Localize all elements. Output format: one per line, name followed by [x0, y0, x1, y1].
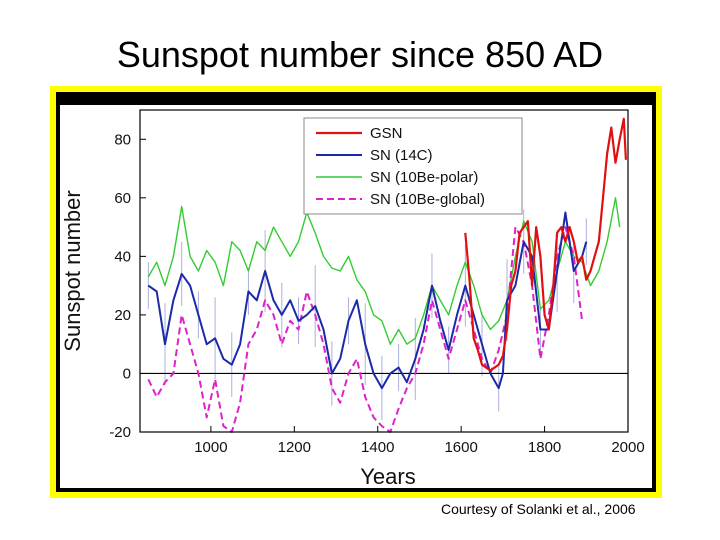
legend-label: SN (10Be-polar)	[370, 169, 478, 186]
legend-label: SN (14C)	[370, 147, 433, 164]
x-tick-label: 1600	[444, 439, 477, 456]
y-tick-label: 60	[114, 190, 131, 207]
series-line-sn-10be-global	[147, 226, 584, 433]
axis-ticks-group: 1000 1200 1400 1600 1800 2000 -20 0 20 40 60 80	[109, 131, 644, 456]
series-line-sn-14c	[147, 211, 588, 390]
credit-line: Courtesy of Solanki et al., 2006	[441, 501, 636, 517]
y-tick-label: 80	[114, 131, 131, 148]
y-tick-label: 20	[114, 307, 131, 324]
y-tick-label: -20	[109, 424, 131, 441]
y-tick-label: 0	[123, 365, 131, 382]
plot-area-border	[139, 109, 629, 433]
legend-label: GSN	[370, 125, 403, 142]
x-axis-title: Years	[360, 464, 415, 489]
slide-title: Sunspot number since 850 AD	[116, 34, 604, 75]
x-tick-label: 2000	[611, 439, 644, 456]
series-group	[147, 117, 627, 433]
legend: GSN SN (14C) SN (10Be-polar) SN (10Be-globa…	[303, 117, 523, 215]
y-axis-title: Sunspot number	[60, 190, 85, 351]
series-line-gsn	[464, 117, 627, 372]
y-tick-label: 40	[114, 248, 131, 265]
x-tick-label: 1000	[194, 439, 227, 456]
legend-label: SN (10Be-global)	[370, 191, 485, 208]
x-tick-label: 1200	[278, 439, 311, 456]
x-tick-label: 1800	[528, 439, 561, 456]
x-tick-label: 1400	[361, 439, 394, 456]
